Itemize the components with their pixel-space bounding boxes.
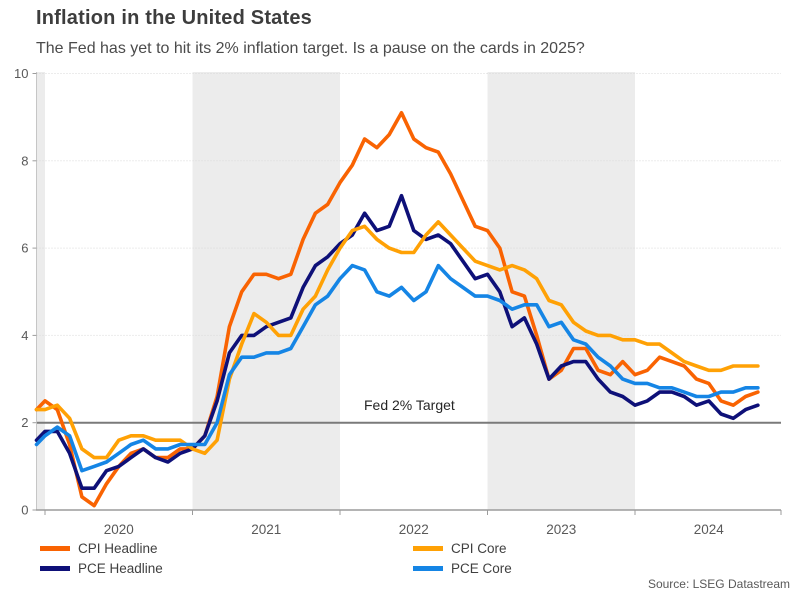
legend-swatch-cpi-core <box>413 546 443 551</box>
chart-legend: CPI Headline CPI Core PCE Headline PCE C… <box>40 541 512 576</box>
legend-item-pce-core: PCE Core <box>413 561 512 576</box>
x-axis-label-2023: 2023 <box>546 522 576 537</box>
y-axis-label-6: 6 <box>21 241 28 256</box>
series-line-pce-headline <box>34 193 760 491</box>
legend-item-cpi-headline: CPI Headline <box>40 541 413 556</box>
legend-label-pce-headline: PCE Headline <box>78 561 163 576</box>
y-axis-label-0: 0 <box>21 503 28 518</box>
x-axis-label-2021: 2021 <box>251 522 281 537</box>
legend-swatch-cpi-headline <box>40 546 70 551</box>
y-axis-label-4: 4 <box>21 328 28 343</box>
y-axis-label-8: 8 <box>21 153 28 168</box>
y-axis-label-2: 2 <box>21 415 28 430</box>
legend-label-cpi-headline: CPI Headline <box>78 541 158 556</box>
page-title: Inflation in the United States <box>36 7 313 29</box>
series-line-cpi-core <box>34 220 760 460</box>
y-axis-label-10: 10 <box>14 66 28 81</box>
page-subtitle: The Fed has yet to hit its 2% inflation … <box>36 40 585 57</box>
x-axis-label-2024: 2024 <box>694 522 725 537</box>
series-line-cpi-headline <box>34 111 760 508</box>
legend-label-cpi-core: CPI Core <box>451 541 507 556</box>
x-axis-label-2020: 2020 <box>104 522 134 537</box>
x-axis-label-2022: 2022 <box>399 522 429 537</box>
legend-label-pce-core: PCE Core <box>451 561 512 576</box>
series-line-pce-core <box>34 263 760 473</box>
fed-target-label: Fed 2% Target <box>364 397 455 413</box>
legend-swatch-pce-core <box>413 566 443 571</box>
source-label: Source: LSEG Datastream <box>647 577 790 591</box>
legend-swatch-pce-headline <box>40 566 70 571</box>
year-shade-band <box>487 72 636 510</box>
legend-item-cpi-core: CPI Core <box>413 541 512 556</box>
legend-item-pce-headline: PCE Headline <box>40 561 413 576</box>
year-shade-band <box>36 72 45 510</box>
